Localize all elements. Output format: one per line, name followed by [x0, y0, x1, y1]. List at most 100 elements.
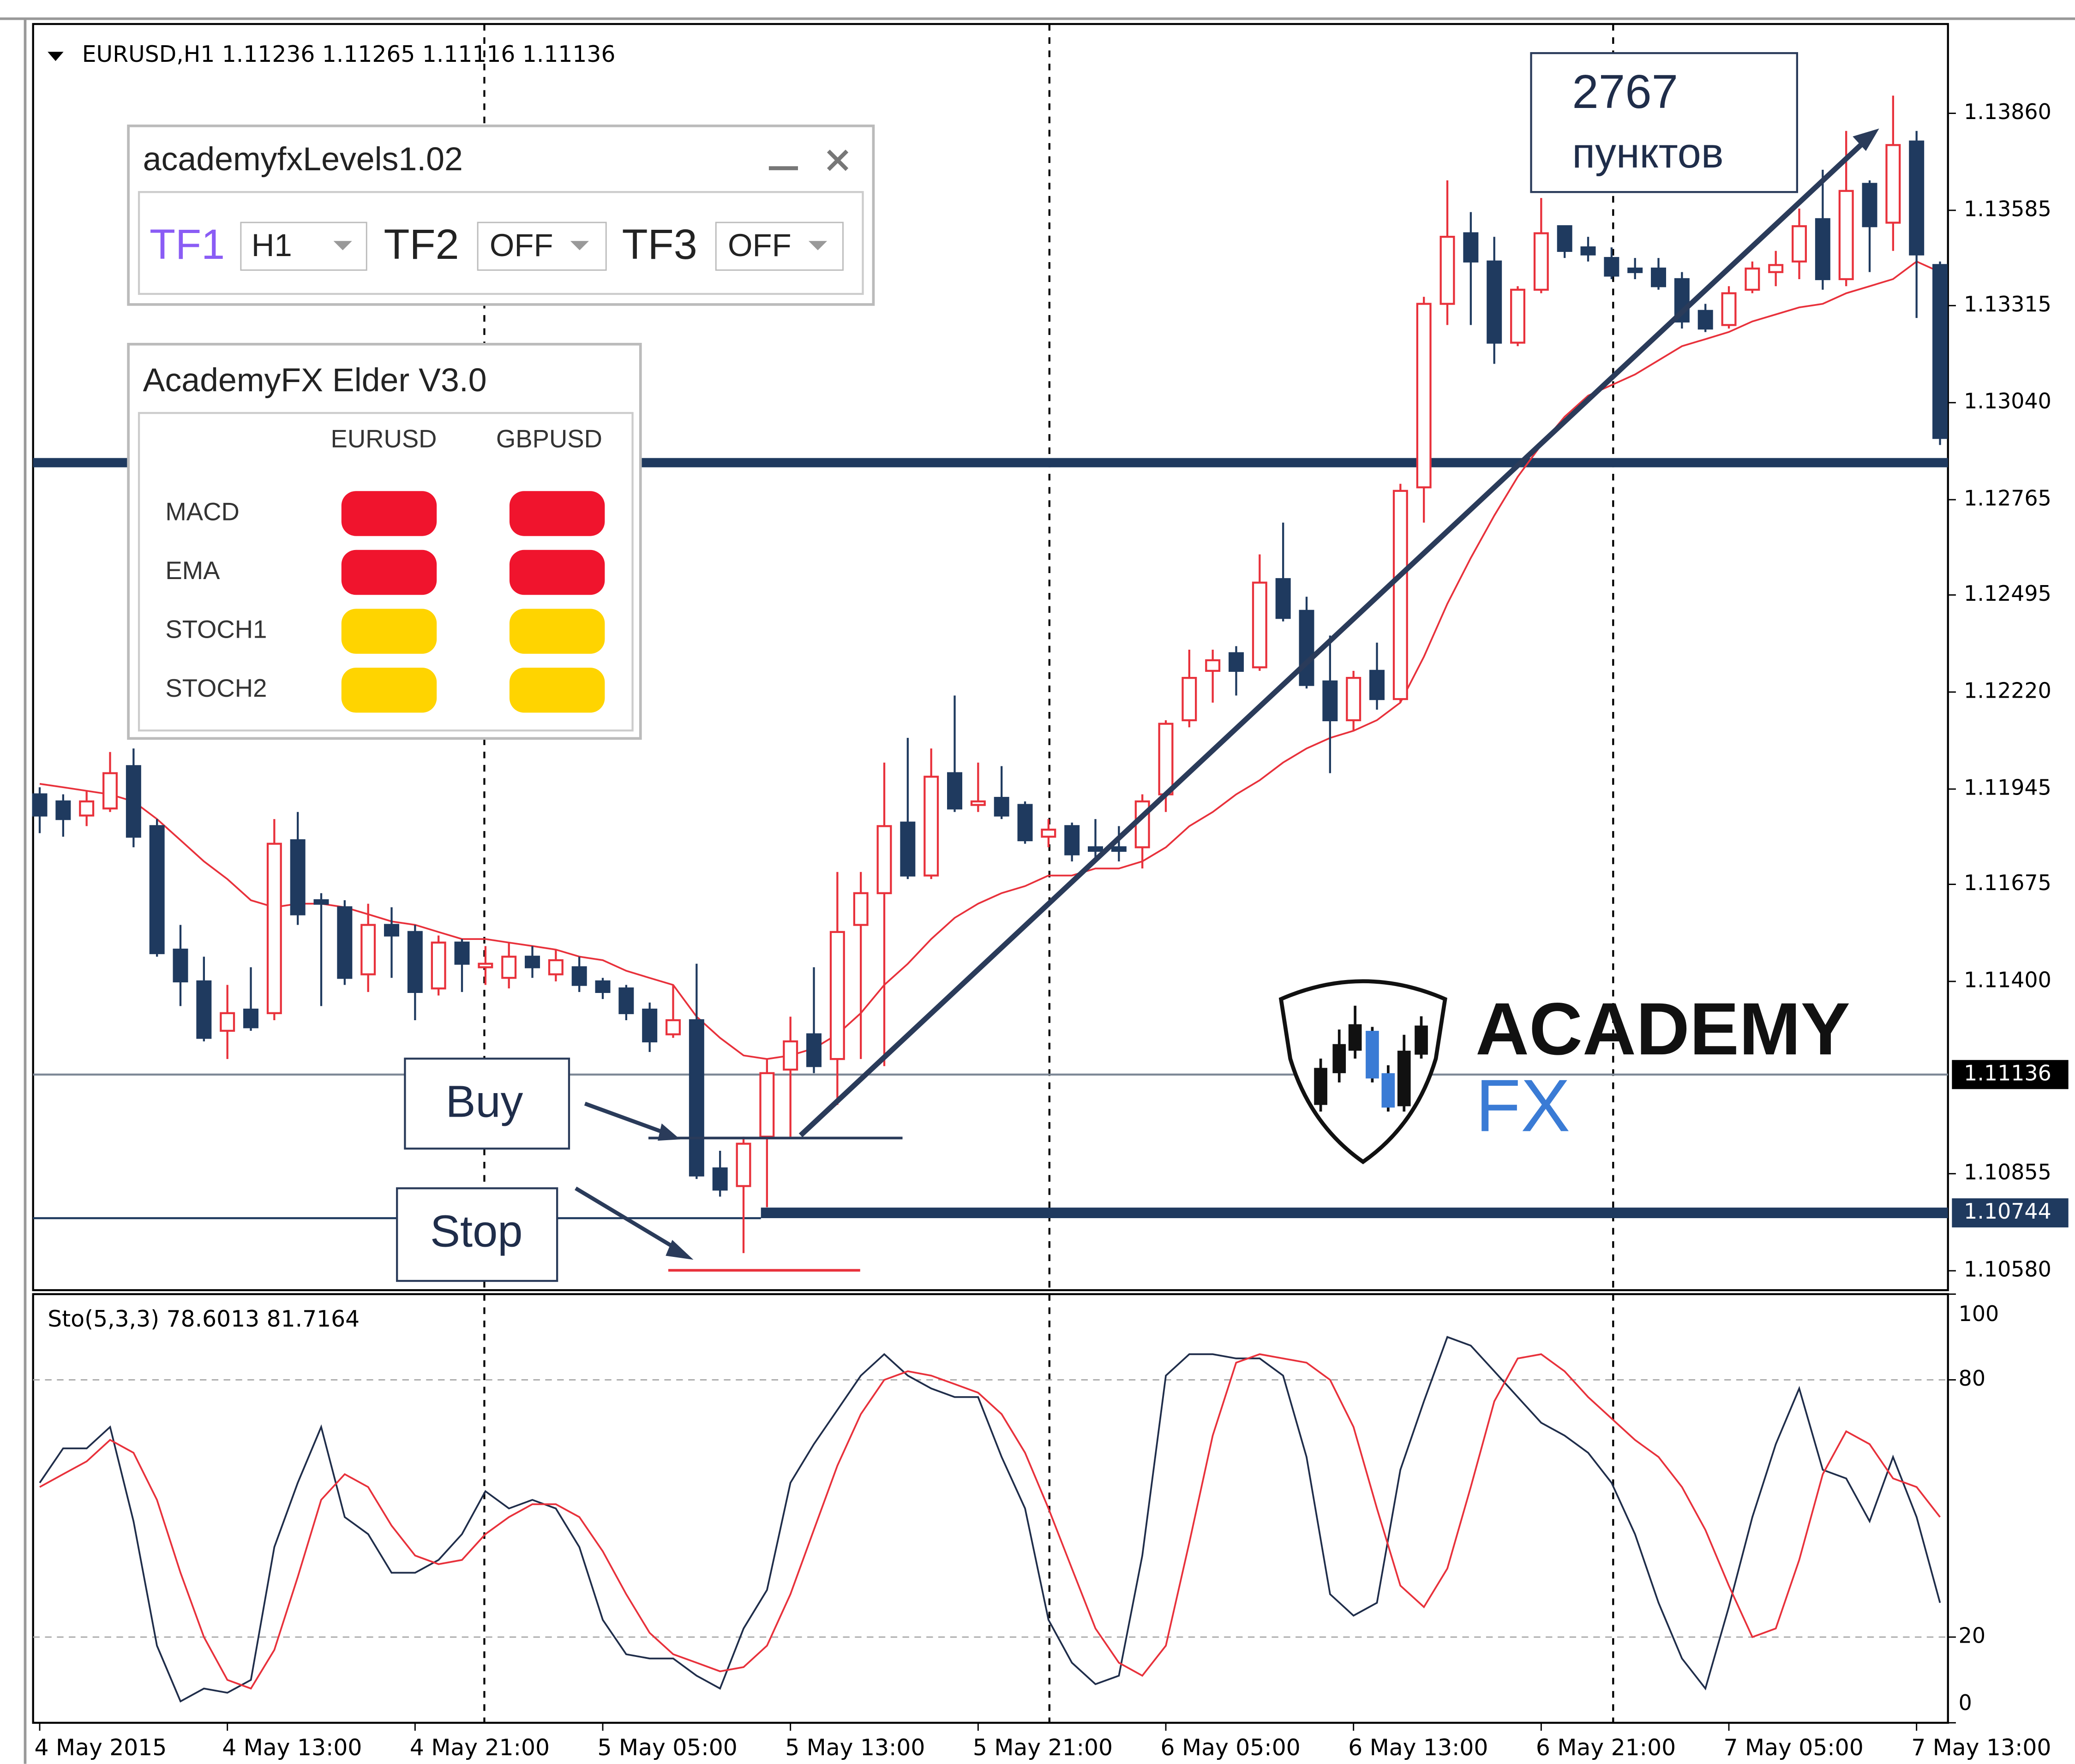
close[interactable]	[827, 149, 849, 171]
x-tick-label: 5 May 13:00	[785, 1735, 925, 1761]
target-box: 2767 пунктов	[1530, 52, 1799, 193]
y-tick-label: 1.13315	[1964, 292, 2051, 317]
stoch-line	[39, 1353, 1941, 1690]
logo-subtext: FX	[1475, 1064, 1570, 1147]
widget-title: academyfxLevels1.02	[143, 141, 463, 178]
candle-body	[1932, 264, 1948, 439]
candle-body	[595, 980, 611, 993]
y-tick-label: 1.11400	[1964, 967, 2051, 992]
candle-body	[407, 931, 423, 993]
shield	[1278, 979, 1447, 1165]
candle-body	[1205, 659, 1221, 672]
candle-body	[454, 941, 470, 965]
candle-body	[1627, 267, 1643, 273]
candle-body	[1815, 218, 1830, 281]
y-tick-label: 1.13585	[1964, 196, 2051, 221]
candle-body	[1111, 846, 1127, 852]
candle-body	[712, 1167, 728, 1191]
bid-box	[1952, 1060, 2069, 1089]
candle-body	[1416, 303, 1432, 489]
candle-body	[618, 987, 634, 1014]
buy-note: Buy	[404, 1058, 680, 1150]
signal-pill	[509, 667, 605, 713]
candle-body	[1557, 225, 1572, 252]
candle-body	[478, 963, 493, 969]
candle-body	[1721, 292, 1737, 326]
moving-average	[39, 260, 1941, 1060]
row-name: EMA	[165, 556, 220, 585]
candle-body	[313, 899, 329, 905]
signal-pill	[341, 667, 437, 713]
dropdown-value: H1	[252, 227, 292, 263]
elder-widget: AcademyFX Elder V3.0 EURUSD GBPUSD MACD E…	[127, 343, 642, 740]
candle-body	[1158, 723, 1174, 795]
candle-body	[266, 843, 282, 1014]
y-tick-label: 1.12220	[1964, 678, 2051, 703]
logo: ACADEMY FX	[1278, 979, 1850, 1165]
candle-body	[1768, 264, 1784, 273]
row-name: MACD	[165, 497, 239, 526]
signal-pill	[341, 609, 437, 654]
candle-body	[102, 772, 118, 810]
widget-title: AcademyFX Elder V3.0	[143, 362, 487, 399]
candle-body	[642, 1008, 658, 1043]
candle-body	[1017, 804, 1033, 842]
y-tick-label: 1.12495	[1964, 581, 2051, 606]
buy-label: Buy	[445, 1076, 523, 1126]
signal-pill	[341, 550, 437, 595]
candle-body	[1862, 183, 1877, 227]
candle-body	[1580, 246, 1596, 256]
level-label: 1.10744	[1964, 1199, 2051, 1224]
candle-body	[783, 1040, 798, 1071]
y-tick-label: 1.13040	[1964, 389, 2051, 413]
candle-body	[736, 1142, 751, 1187]
x-tick-label: 6 May 21:00	[1536, 1735, 1676, 1761]
stop-label: Stop	[430, 1206, 523, 1256]
candle-body	[1369, 670, 1385, 700]
logo-candles	[1314, 1005, 1428, 1112]
trend-arrow	[798, 136, 1871, 1137]
candle-body	[126, 765, 141, 838]
x-tick-label: 6 May 13:00	[1348, 1735, 1488, 1761]
x-tick-label: 4 May 2015	[35, 1735, 167, 1761]
dropdown-value: OFF	[728, 227, 792, 263]
points: 2767	[1572, 65, 1678, 118]
row-name: STOCH2	[165, 674, 267, 702]
candle-body	[689, 1019, 704, 1177]
candle-body	[501, 956, 517, 979]
dropdown[interactable]	[477, 221, 607, 271]
signal-pill	[341, 491, 437, 536]
plot: 1.13860 1.13585 1.13315 1.13040 1.12765 1.124…	[32, 96, 2069, 1761]
candle-body	[1487, 260, 1502, 344]
arrow	[584, 1101, 669, 1136]
candle-body	[1299, 610, 1314, 686]
candle-body	[1392, 490, 1408, 700]
logo-text: ACADEMY	[1475, 988, 1850, 1070]
candle-body	[947, 772, 963, 810]
day-separators	[483, 24, 1614, 1723]
candle-body	[220, 1012, 235, 1032]
candle-body	[1181, 677, 1197, 722]
candle-body	[571, 966, 587, 986]
candle-body	[1463, 232, 1479, 263]
stoch-line	[39, 1336, 1941, 1703]
box	[396, 1187, 558, 1282]
candle-body	[666, 1019, 681, 1035]
candle-body	[525, 956, 540, 969]
y-tick-label: 1.12765	[1964, 485, 2051, 510]
box	[1530, 52, 1799, 193]
candle-body	[994, 797, 1009, 817]
stop-note: Stop	[396, 1186, 694, 1282]
box	[404, 1058, 570, 1150]
dropdown-value: OFF	[490, 227, 553, 263]
candle-body	[79, 800, 95, 817]
y-tick-label: 1.11675	[1964, 870, 2051, 895]
arrow-head	[666, 1240, 694, 1260]
x-tick-label: 6 May 05:00	[1161, 1735, 1301, 1761]
symbol-header: EURUSD,H1 1.11236 1.11265 1.11116 1.1113…	[82, 42, 616, 67]
tf-label: TF1	[150, 221, 225, 268]
candle-body	[548, 959, 564, 975]
collapse-icon	[48, 52, 64, 61]
column-head: GBPUSD	[496, 425, 602, 453]
arrow	[575, 1186, 683, 1254]
